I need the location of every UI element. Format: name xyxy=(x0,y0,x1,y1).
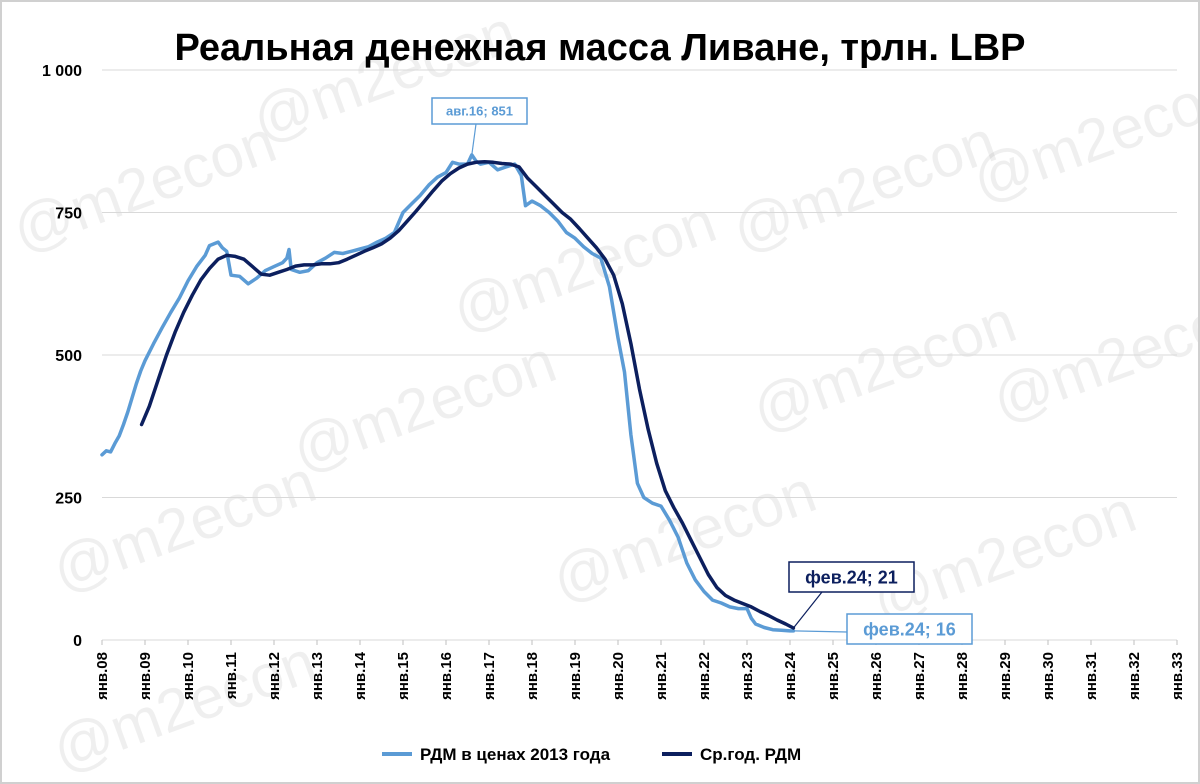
x-tick-label-11: янв.18 xyxy=(524,652,541,700)
x-tick-label-15: янв.22 xyxy=(696,652,713,700)
watermark-8: @m2econ xyxy=(964,57,1198,214)
y-tick-label-4: 750 xyxy=(55,206,82,223)
x-tick-label-3: янв.10 xyxy=(180,652,197,700)
watermark-6: @m2econ xyxy=(544,457,825,614)
annotation-leader-2 xyxy=(792,591,823,629)
x-tick-label-7: янв.14 xyxy=(352,651,369,700)
x-tick-label-23: янв.30 xyxy=(1040,652,1057,700)
x-tick-label-5: янв.12 xyxy=(266,652,283,700)
annotation-box-1 xyxy=(431,97,528,125)
legend-label-series-2: Ср.год. РДМ xyxy=(700,745,801,764)
x-tick-label-24: янв.31 xyxy=(1083,652,1100,700)
y-tick-label-1: 0 xyxy=(73,633,82,650)
x-tick-label-17: янв.24 xyxy=(782,651,799,700)
x-tick-label-2: янв.09 xyxy=(137,652,154,700)
x-tick-label-22: янв.29 xyxy=(997,652,1014,700)
y-tick-label-3: 500 xyxy=(55,348,82,365)
watermark-1: @m2econ xyxy=(4,107,285,264)
watermark-12: @m2econ xyxy=(44,627,325,782)
x-tick-label-20: янв.27 xyxy=(911,652,928,700)
x-tick-label-19: янв.26 xyxy=(868,652,885,700)
x-tick-label-12: янв.19 xyxy=(567,652,584,700)
annotation-leader-3 xyxy=(793,630,848,633)
annotation-label-2: фев.24; 21 xyxy=(805,567,898,587)
x-tick-label-8: янв.15 xyxy=(395,652,412,700)
x-tick-label-6: янв.13 xyxy=(309,652,326,700)
x-tick-label-1: янв.08 xyxy=(94,652,111,700)
annotation-box-2 xyxy=(788,561,915,593)
x-tick-label-26: янв.33 xyxy=(1169,652,1186,700)
x-tick-label-10: янв.17 xyxy=(481,652,498,700)
legend-label-series-1: РДМ в ценах 2013 года xyxy=(420,745,611,764)
watermark-5: @m2econ xyxy=(284,327,565,484)
x-tick-label-21: янв.28 xyxy=(954,652,971,700)
watermark-4: @m2econ xyxy=(44,447,325,604)
y-tick-label-5: 1 000 xyxy=(42,63,82,80)
x-tick-label-14: янв.21 xyxy=(653,652,670,700)
chart-title: Реальная денежная масса Ливане, трлн. LB… xyxy=(174,27,1025,69)
watermark-10: @m2econ xyxy=(984,277,1198,434)
x-tick-label-9: янв.16 xyxy=(438,652,455,700)
x-tick-label-4: янв.11 xyxy=(223,652,240,699)
watermark-9: @m2econ xyxy=(744,287,1025,444)
x-tick-label-13: янв.20 xyxy=(610,652,627,700)
annotation-box-3 xyxy=(846,613,973,645)
watermark-7: @m2econ xyxy=(724,107,1005,264)
legend: РДМ в ценах 2013 года Ср.год. РДМ xyxy=(382,745,801,764)
x-tick-label-16: янв.23 xyxy=(739,652,756,700)
y-tick-label-2: 250 xyxy=(55,491,82,508)
x-tick-label-18: янв.25 xyxy=(825,652,842,700)
watermark-2: @m2econ xyxy=(244,2,525,154)
annotation-label-3: фев.24; 16 xyxy=(863,619,956,639)
x-tick-label-25: янв.32 xyxy=(1126,652,1143,700)
series-line-2 xyxy=(139,160,796,630)
annotation-label-1: авг.16; 851 xyxy=(446,104,513,119)
watermark-3: @m2econ xyxy=(444,187,725,344)
annotation-leader-1 xyxy=(471,123,477,156)
watermark-11: @m2econ xyxy=(864,477,1145,634)
series-line-1 xyxy=(100,153,796,633)
